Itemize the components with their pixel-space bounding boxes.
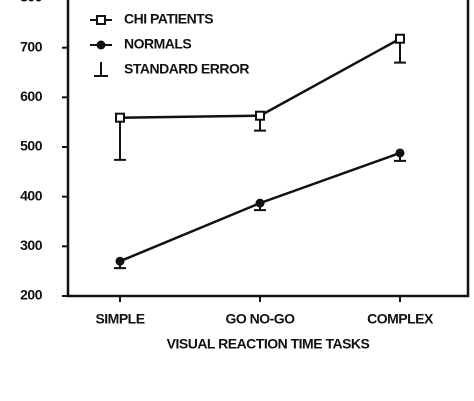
y-tick-label: 700 <box>20 38 43 54</box>
legend-marker <box>96 40 106 50</box>
y-tick-label: 300 <box>20 237 43 253</box>
y-tick-label: 400 <box>20 187 43 203</box>
legend-label: STANDARD ERROR <box>124 61 249 77</box>
y-tick-label: 500 <box>20 138 43 154</box>
legend-label: NORMALS <box>124 36 191 52</box>
legend-error-symbol <box>94 62 108 77</box>
legend-label: CHI PATIENTS <box>124 11 213 27</box>
x-tick-label: COMPLEX <box>367 311 434 327</box>
marker <box>115 112 125 123</box>
marker <box>395 148 405 158</box>
marker <box>115 256 125 266</box>
marker <box>255 110 265 121</box>
x-tick-label: GO NO-GO <box>225 311 295 327</box>
marker <box>395 33 405 44</box>
x-axis-title: VISUAL REACTION TIME TASKS <box>167 336 370 352</box>
y-tick-label: 200 <box>20 287 43 303</box>
plot-frame <box>66 0 470 298</box>
y-tick-label: 600 <box>20 88 43 104</box>
legend-marker <box>96 15 106 25</box>
y-tick-label: 800 <box>20 0 43 5</box>
x-tick-label: SIMPLE <box>95 311 144 327</box>
marker <box>255 198 265 208</box>
error-bar <box>114 117 126 161</box>
